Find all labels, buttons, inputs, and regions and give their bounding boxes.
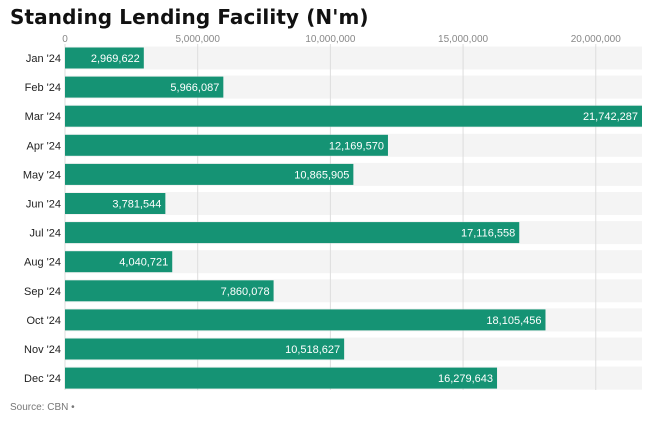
bar	[65, 76, 224, 98]
value-label: 12,169,570	[329, 140, 384, 152]
bar	[65, 47, 144, 69]
bar	[65, 105, 642, 127]
x-tick-label: 5,000,000	[175, 34, 220, 45]
bar	[65, 134, 388, 156]
category-label: Jun '24	[26, 199, 61, 211]
value-label: 5,966,087	[170, 82, 219, 94]
bar	[65, 222, 520, 244]
value-label: 10,518,627	[285, 344, 340, 356]
category-label: Dec '24	[24, 373, 61, 385]
row-band	[65, 46, 642, 70]
category-label: Mar '24	[25, 111, 61, 123]
bar	[65, 193, 166, 214]
bar	[65, 367, 498, 389]
bar	[65, 251, 173, 273]
value-label: 18,105,456	[486, 315, 541, 327]
category-label: Oct '24	[26, 315, 61, 327]
x-tick-label: 10,000,000	[305, 34, 355, 45]
value-label: 7,860,078	[221, 286, 270, 298]
category-label: May '24	[23, 169, 61, 181]
category-label: Aug '24	[24, 257, 61, 269]
value-label: 3,781,544	[112, 199, 161, 211]
bar	[65, 280, 274, 302]
row-band	[65, 192, 642, 215]
bar	[65, 309, 546, 331]
x-tick-label: 0	[62, 34, 68, 45]
chart-title: Standing Lending Facility (N'm)	[10, 5, 369, 29]
x-tick-label: 20,000,000	[571, 34, 621, 45]
bar-chart: 0 5,000,000 10,000,000 15,000,000 20,000,000…	[23, 34, 642, 390]
category-label: Jan '24	[26, 53, 61, 65]
category-label: Apr '24	[26, 140, 61, 152]
value-label: 21,742,287	[583, 111, 638, 123]
value-label: 16,279,643	[438, 373, 493, 385]
value-label: 4,040,721	[119, 257, 168, 269]
category-label: Nov '24	[24, 344, 61, 356]
row-band	[65, 250, 642, 274]
x-tick-label: 15,000,000	[438, 34, 488, 45]
bar	[65, 163, 354, 185]
bar	[65, 338, 345, 360]
value-label: 10,865,905	[294, 169, 349, 181]
source-note: Source: CBN •	[10, 402, 75, 413]
category-label: Sep '24	[24, 286, 61, 298]
value-label: 17,116,558	[461, 228, 515, 240]
value-label: 2,969,622	[91, 53, 140, 65]
category-label: Jul '24	[30, 228, 61, 240]
category-label: Feb '24	[25, 82, 61, 94]
